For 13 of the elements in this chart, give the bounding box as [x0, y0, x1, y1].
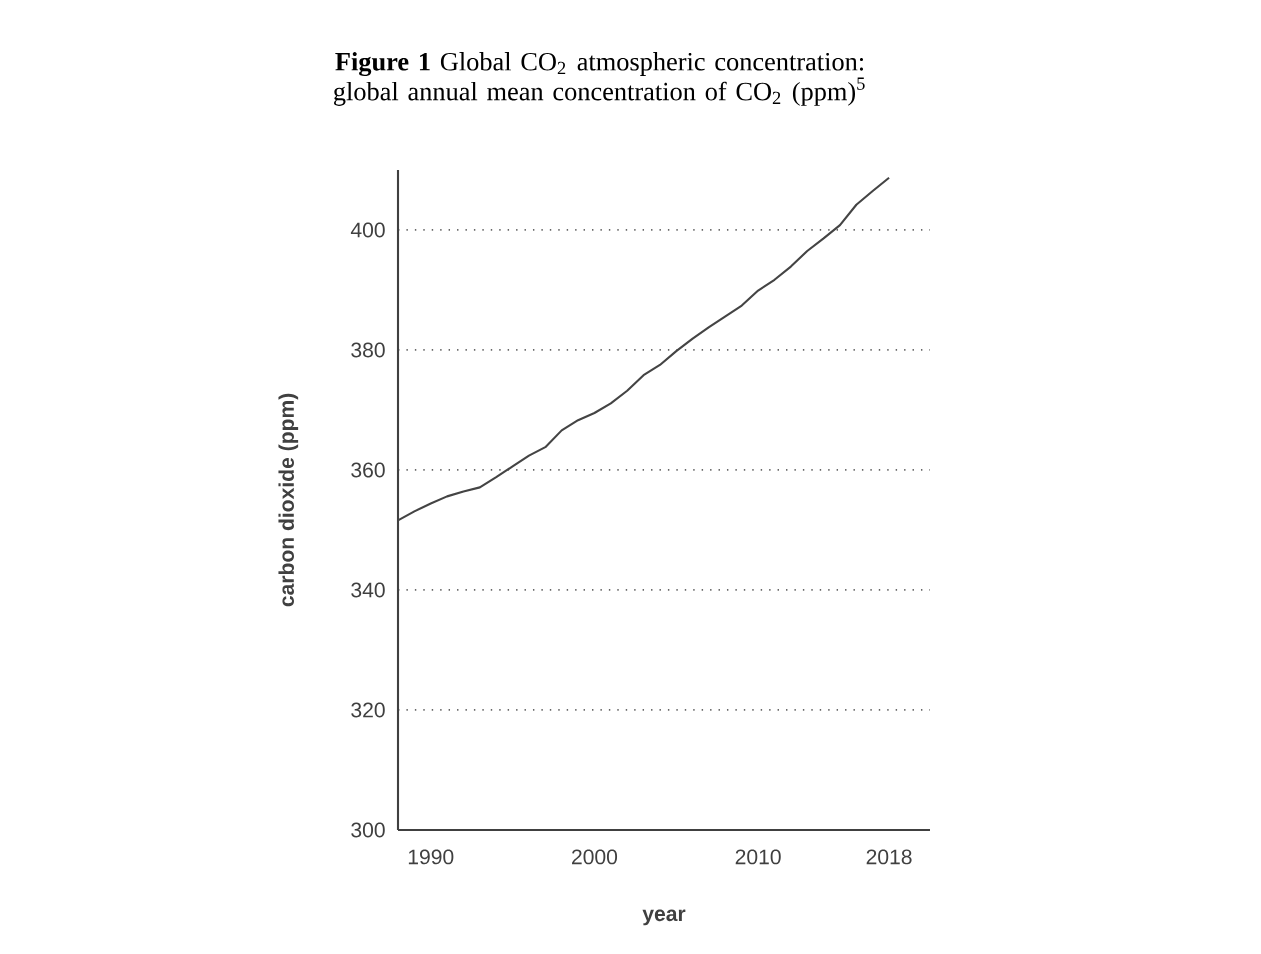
x-tick-label: 2018	[866, 849, 912, 865]
y-tick-label: 340	[351, 582, 385, 598]
y-tick-label: 380	[351, 342, 385, 358]
y-tick-label: 360	[351, 462, 385, 478]
y-axis-title: carbon dioxide (ppm)	[278, 393, 299, 607]
y-tick-label: 400	[350, 222, 385, 238]
chart-title: Figure 1 Global CO$_{2}$ atmospheric concentration: global annual mean concentration of CO$_{2}$ (ppm)$^{5}$	[333, 52, 865, 106]
y-tick-label: 320	[351, 702, 385, 718]
x-tick-label: 2010	[735, 849, 781, 865]
y-tick-label: 300	[351, 822, 385, 838]
x-axis-title: year	[642, 909, 686, 926]
x-tick-label: 1990	[408, 849, 454, 865]
x-tick-label: 2000	[572, 849, 618, 865]
